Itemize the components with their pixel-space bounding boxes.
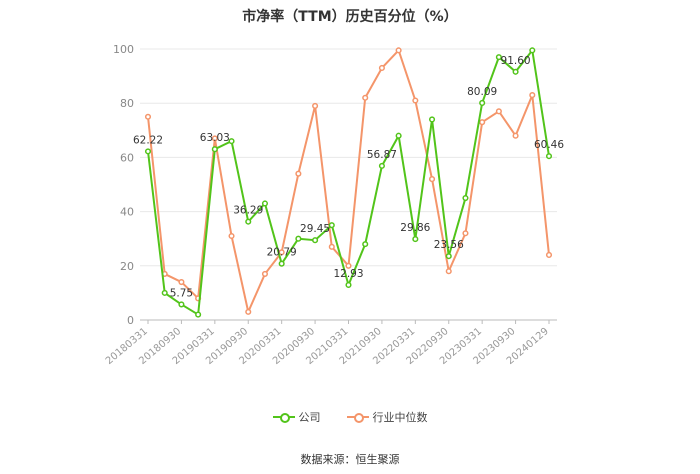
- data-point: [462, 195, 469, 202]
- data-point: [412, 97, 419, 104]
- data-point: [178, 301, 185, 308]
- data-point: [362, 241, 369, 248]
- data-point: [245, 218, 252, 225]
- data-point: [495, 54, 502, 61]
- data-point: [211, 135, 218, 142]
- legend-item-company[interactable]: 公司: [272, 409, 321, 425]
- data-label: 20.79: [267, 247, 297, 259]
- data-label: 5.75: [170, 287, 193, 299]
- data-point: [144, 148, 152, 155]
- y-tick-label-20: 20: [120, 260, 134, 273]
- data-point: [312, 102, 319, 109]
- data-point: [228, 232, 235, 240]
- data-point: [445, 268, 452, 275]
- data-point: [462, 230, 469, 237]
- data-point: [278, 260, 285, 267]
- legend-swatch-company: [272, 412, 295, 423]
- data-point: [512, 132, 519, 139]
- data-label: 63.03: [200, 132, 230, 144]
- data-label: 60.46: [534, 139, 564, 151]
- data-point: [295, 170, 302, 177]
- data-point: [195, 311, 202, 318]
- data-point: [512, 68, 519, 75]
- data-point: [495, 108, 502, 115]
- data-point: [378, 162, 385, 169]
- x-axis-ticks: 2018033120180930201903312019093020200331…: [104, 320, 551, 367]
- data-point: [261, 200, 269, 207]
- legend-label-industry: 行业中位数: [372, 411, 428, 424]
- data-point: [328, 243, 335, 250]
- y-tick-label-100: 100: [113, 43, 134, 56]
- data-point: [295, 235, 302, 242]
- data-point: [144, 113, 152, 120]
- data-label: 23.56: [434, 239, 464, 251]
- data-point: [395, 47, 402, 54]
- data-point: [445, 253, 452, 260]
- data-point: [362, 94, 369, 101]
- data-point: [545, 251, 553, 259]
- data-point: [529, 92, 536, 99]
- data-point: [228, 138, 235, 145]
- data-point: [428, 116, 436, 123]
- data-label: 29.45: [300, 223, 330, 235]
- legend-swatch-industry: [346, 412, 369, 423]
- series-layer: [144, 47, 553, 318]
- data-label: 91.60: [501, 55, 531, 67]
- data-label: 80.09: [467, 86, 497, 98]
- data-point: [412, 236, 419, 243]
- y-tick-label-40: 40: [120, 206, 134, 219]
- data-point: [345, 281, 352, 289]
- data-label: 29.86: [400, 222, 430, 234]
- data-label: 12.93: [333, 268, 363, 280]
- data-point: [211, 146, 218, 153]
- chart-title: 市净率（TTM）历史百分位（%）: [242, 9, 458, 25]
- data-point: [428, 176, 436, 183]
- legend-item-industry[interactable]: 行业中位数: [346, 409, 428, 425]
- data-label: 62.22: [133, 134, 163, 146]
- data-point: [328, 222, 335, 229]
- y-axis-ticks: 0 20 40 60 80 100: [113, 43, 134, 327]
- data-point: [479, 99, 486, 107]
- data-label: 36.29: [233, 205, 263, 217]
- data-point: [261, 270, 269, 277]
- data-source: 数据来源：恒生聚源: [300, 453, 400, 466]
- data-point: [545, 153, 553, 160]
- data-point: [345, 262, 352, 269]
- legend: 公司 行业中位数: [0, 409, 700, 425]
- data-point: [161, 289, 168, 296]
- y-tick-label-80: 80: [120, 97, 134, 110]
- data-point: [245, 308, 252, 315]
- data-point: [395, 132, 402, 139]
- data-label: 56.87: [367, 149, 397, 161]
- y-tick-label-60: 60: [120, 151, 134, 164]
- data-point: [529, 47, 536, 54]
- data-point: [178, 279, 185, 286]
- y-tick-label-0: 0: [127, 314, 134, 327]
- data-point: [479, 119, 486, 126]
- data-point: [312, 237, 319, 244]
- legend-label-company: 公司: [298, 411, 321, 424]
- data-point: [378, 64, 385, 72]
